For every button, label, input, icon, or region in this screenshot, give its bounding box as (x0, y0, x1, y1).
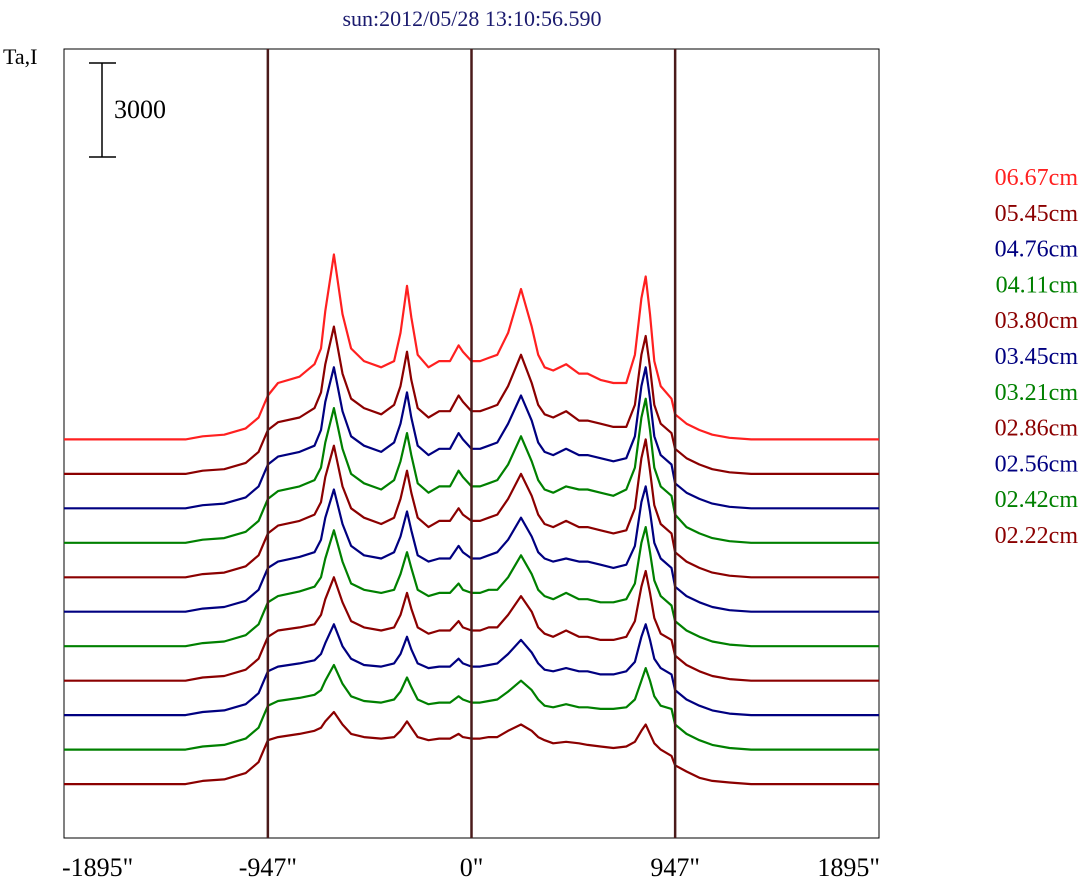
legend-item: 03.45cm (995, 344, 1079, 370)
series-line-02.86cm (64, 569, 879, 682)
y-axis-label: Ta,I (3, 44, 38, 69)
series-line-02.56cm (64, 623, 879, 717)
legend-item: 05.45cm (995, 201, 1079, 227)
legend-item: 02.42cm (995, 487, 1079, 513)
series-line-02.42cm (64, 663, 879, 751)
series-line-03.45cm (64, 485, 879, 613)
scale-bar-label: 3000 (114, 95, 166, 124)
legend-item: 02.22cm (995, 523, 1079, 549)
vertical-lines (266, 49, 677, 838)
legend-item: 04.11cm (996, 272, 1079, 298)
scale-bar: 3000 (89, 62, 166, 158)
legend-item: 03.80cm (995, 308, 1079, 334)
legend: 06.67cm 05.45cm 04.76cm 04.11cm 03.80cm 03.45… (995, 165, 1079, 549)
series-line-03.80cm (64, 438, 879, 579)
series-line-06.67cm (64, 253, 879, 441)
x-tick-labels: -1895" -947" 0" 947" 1895" (62, 853, 880, 882)
x-tick-label: 947" (650, 853, 700, 882)
legend-item: 03.21cm (995, 380, 1079, 406)
chart-title: sun:2012/05/28 13:10:56.590 (342, 6, 601, 31)
legend-item: 06.67cm (995, 165, 1079, 191)
x-tick-label: 1895" (817, 853, 880, 882)
series-line-02.22cm (64, 710, 879, 786)
legend-item: 02.56cm (995, 451, 1079, 477)
x-tick-label: 0" (460, 853, 484, 882)
x-tick-label: -947" (239, 853, 297, 882)
series-line-05.45cm (64, 325, 879, 475)
legend-item: 02.86cm (995, 416, 1079, 442)
series-line-04.11cm (64, 397, 879, 544)
series-line-04.76cm (64, 366, 879, 510)
series-layer (64, 253, 879, 786)
series-line-03.21cm (64, 525, 879, 648)
x-tick-label: -1895" (62, 853, 133, 882)
legend-item: 04.76cm (995, 237, 1079, 263)
